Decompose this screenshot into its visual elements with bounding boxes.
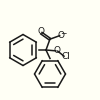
Text: O: O xyxy=(58,31,65,40)
Text: O: O xyxy=(53,46,60,55)
Text: −: − xyxy=(60,30,67,39)
Text: O: O xyxy=(38,27,45,36)
Text: Cl: Cl xyxy=(62,52,71,62)
